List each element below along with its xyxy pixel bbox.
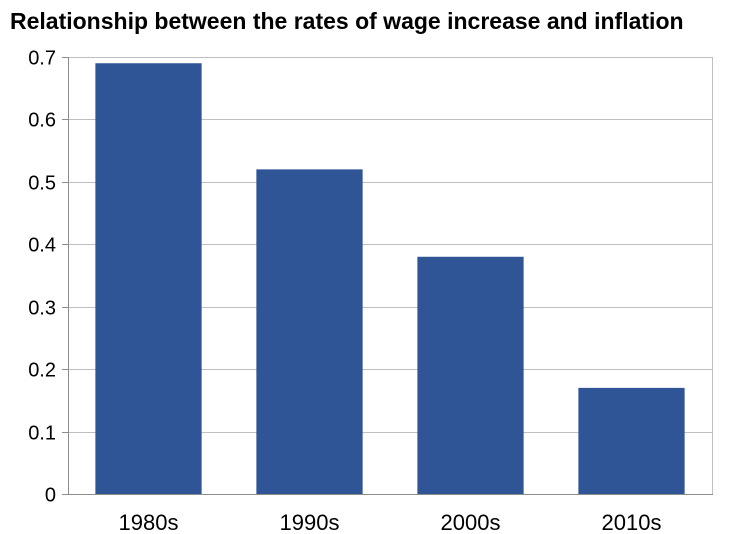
y-tick-label: 0.3 <box>28 298 56 320</box>
bar-2010s <box>578 387 685 494</box>
bar-2000s <box>417 256 524 494</box>
y-tick-label: 0.4 <box>28 235 56 257</box>
y-tick-label: 0.2 <box>28 360 56 382</box>
x-tick-label: 1980s <box>119 510 179 534</box>
bar-1990s <box>256 169 363 494</box>
x-tick-label: 2000s <box>441 510 501 534</box>
y-tick-label: 0.7 <box>28 48 56 70</box>
y-tick-label: 0 <box>45 485 56 507</box>
y-axis-tick-labels: 0 0.1 0.2 0.3 0.4 0.5 0.6 0.7 <box>28 48 56 507</box>
x-tick-label: 1990s <box>280 510 340 534</box>
chart-title: Relationship between the rates of wage i… <box>10 8 684 34</box>
y-tick-label: 0.5 <box>28 173 56 195</box>
x-axis-tick-labels: 1980s 1990s 2000s 2010s <box>119 510 662 534</box>
y-tick-label: 0.6 <box>28 110 56 132</box>
bars <box>95 63 685 494</box>
bar-1980s <box>95 63 202 494</box>
x-tick-label: 2010s <box>602 510 662 534</box>
axes <box>62 57 713 495</box>
y-tick-label: 0.1 <box>28 423 56 445</box>
